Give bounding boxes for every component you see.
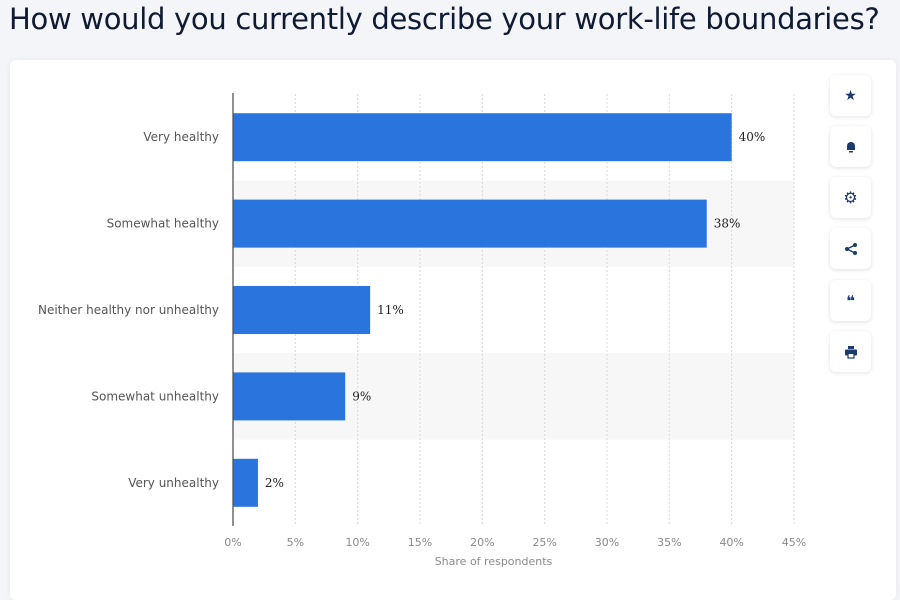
- bar: [233, 372, 346, 421]
- chart-title: How would you currently describe your wo…: [9, 2, 880, 36]
- data-label: 9%: [352, 389, 371, 403]
- data-label: 11%: [377, 303, 404, 317]
- category-label: Very healthy: [143, 130, 219, 144]
- x-axis-title: Share of respondents: [435, 555, 553, 568]
- x-tick-label: 30%: [595, 536, 619, 549]
- quote-icon: ❝: [846, 291, 855, 310]
- favorite-button[interactable]: ★: [830, 75, 871, 116]
- print-icon: [844, 345, 857, 359]
- settings-button[interactable]: ⚙: [830, 177, 871, 218]
- share-button[interactable]: [830, 228, 871, 269]
- x-tick-label: 5%: [287, 536, 304, 549]
- x-tick-label: 20%: [470, 536, 494, 549]
- x-tick-label: 45%: [782, 536, 806, 549]
- bar: [233, 199, 707, 248]
- x-tick-label: 0%: [224, 536, 241, 549]
- category-label: Somewhat unhealthy: [91, 389, 219, 403]
- cite-button[interactable]: ❝: [830, 280, 871, 321]
- x-tick-label: 15%: [408, 536, 432, 549]
- gear-icon: ⚙: [843, 188, 858, 207]
- x-tick-label: 40%: [719, 536, 743, 549]
- share-icon: [844, 242, 857, 255]
- data-label: 40%: [739, 130, 766, 144]
- bar: [233, 113, 732, 162]
- category-label: Somewhat healthy: [107, 217, 219, 231]
- category-label: Neither healthy nor unhealthy: [38, 303, 219, 317]
- bar: [233, 458, 258, 507]
- x-tick-label: 35%: [657, 536, 681, 549]
- data-label: 38%: [714, 217, 741, 231]
- star-icon: ★: [844, 87, 857, 104]
- data-label: 2%: [265, 476, 284, 490]
- category-label: Very unhealthy: [128, 476, 219, 490]
- bar: [233, 286, 371, 334]
- notification-button[interactable]: [830, 126, 871, 167]
- bell-icon: [846, 141, 855, 152]
- x-tick-label: 25%: [532, 536, 556, 549]
- x-tick-label: 10%: [345, 536, 369, 549]
- print-button[interactable]: [830, 331, 871, 372]
- bar-chart: 0% 5% 10% 15% 20% 25% 30% 35% 40% 45% Very healthy…: [38, 93, 806, 568]
